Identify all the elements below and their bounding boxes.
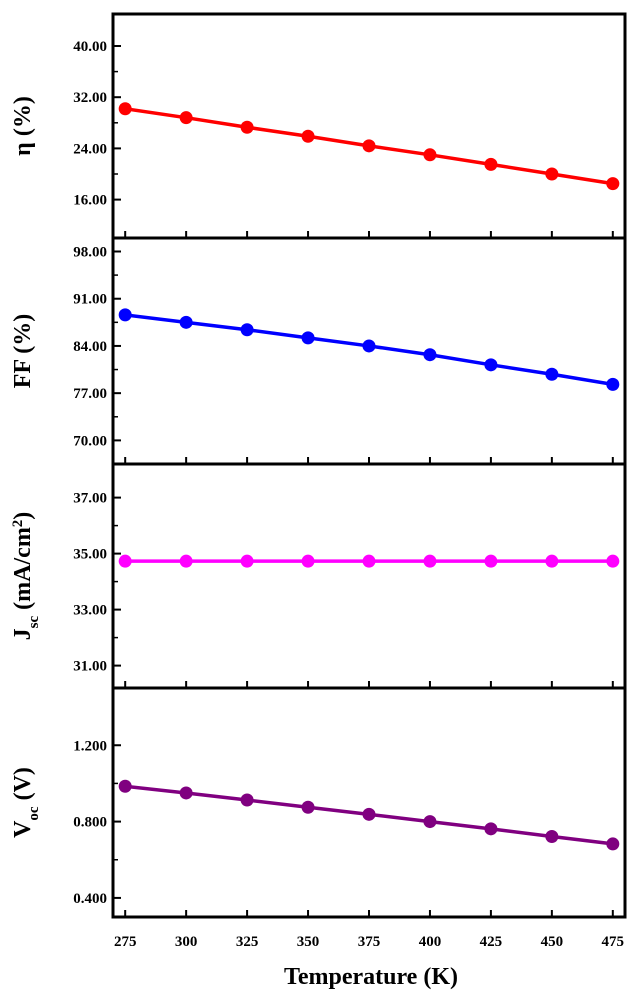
y-tick-label-jsc: 37.00 [73,491,107,507]
x-axis: 275 300 325 350 375 400 425 450 475 [114,934,624,950]
y-tick-label-efficiency: 40.00 [73,39,107,55]
y-tick-label-jsc: 31.00 [73,659,107,675]
data-point-fill-factor [423,348,437,362]
data-point-efficiency [240,120,254,134]
data-point-efficiency [301,129,315,143]
panel-jsc: 31.00 33.00 35.00 37.00 Jsc (mA/cm2) [10,462,627,690]
data-point-jsc [179,554,193,568]
data-point-efficiency [179,111,193,125]
data-point-voc [423,815,437,829]
y-tick-label-efficiency: 32.00 [73,90,107,106]
y-axis-title-efficiency: η (%) [10,96,36,156]
x-tick-label: 450 [541,934,564,950]
x-tick-label: 475 [602,934,625,950]
data-point-voc [362,807,376,821]
data-point-jsc [240,554,254,568]
y-tick-label-voc: 0.400 [73,891,107,907]
data-point-jsc [606,554,620,568]
data-point-jsc [423,554,437,568]
panel-voc: 0.400 0.800 1.200 Voc (V) [10,686,627,919]
data-point-fill-factor [545,367,559,381]
y-tick-label-voc: 1.200 [73,738,107,754]
data-point-fill-factor [301,331,315,345]
y-axis-title-fill-factor: FF (%) [10,314,36,388]
x-tick-label: 300 [175,934,198,950]
data-point-fill-factor [179,315,193,329]
x-tick-label: 275 [114,934,137,950]
x-axis-title: Temperature (K) [284,964,458,990]
data-point-voc [484,822,498,836]
y-tick-label-efficiency: 24.00 [73,141,107,157]
x-tick-label: 400 [419,934,442,950]
y-tick-label-fill-factor: 91.00 [73,292,107,308]
chart-panels: 16.00 24.00 32.00 40.00 η (%) 70.00 77.00 84.00… [10,12,627,919]
data-point-jsc [118,554,132,568]
data-point-fill-factor [240,323,254,337]
panel-frame-voc [111,686,627,919]
data-point-efficiency [484,157,498,171]
y-tick-label-jsc: 35.00 [73,547,107,563]
data-point-efficiency [545,167,559,181]
data-point-efficiency [362,139,376,153]
x-tick-label: 425 [480,934,503,950]
data-point-jsc [484,554,498,568]
data-point-voc [545,829,559,843]
data-point-jsc [362,554,376,568]
x-tick-label: 375 [358,934,381,950]
data-point-efficiency [606,177,620,191]
data-point-fill-factor [484,358,498,372]
data-point-voc [240,793,254,807]
panel-frame-jsc [111,462,627,690]
data-point-efficiency [118,102,132,116]
y-tick-label-fill-factor: 84.00 [73,339,107,355]
data-point-jsc [301,554,315,568]
data-point-fill-factor [606,377,620,391]
y-tick-label-jsc: 33.00 [73,603,107,619]
data-point-fill-factor [118,308,132,322]
y-axis-title-jsc: Jsc (mA/cm2) [10,512,42,641]
data-point-fill-factor [362,339,376,353]
panel-frame-efficiency [111,12,627,240]
y-tick-label-voc: 0.800 [73,815,107,831]
x-tick-label: 350 [297,934,320,950]
y-axis-title-voc: Voc (V) [10,767,42,838]
panel-efficiency: 16.00 24.00 32.00 40.00 η (%) [10,12,627,240]
y-tick-label-fill-factor: 70.00 [73,433,107,449]
data-point-efficiency [423,148,437,162]
x-tick-label: 325 [236,934,259,950]
y-tick-label-fill-factor: 98.00 [73,244,107,260]
data-point-voc [606,837,620,851]
data-point-voc [118,779,132,793]
panel-fill-factor: 70.00 77.00 84.00 91.00 98.00 FF (%) [10,236,627,466]
data-point-voc [179,786,193,800]
data-point-voc [301,800,315,814]
y-tick-label-efficiency: 16.00 [73,193,107,209]
data-point-jsc [545,554,559,568]
y-tick-label-fill-factor: 77.00 [73,386,107,402]
